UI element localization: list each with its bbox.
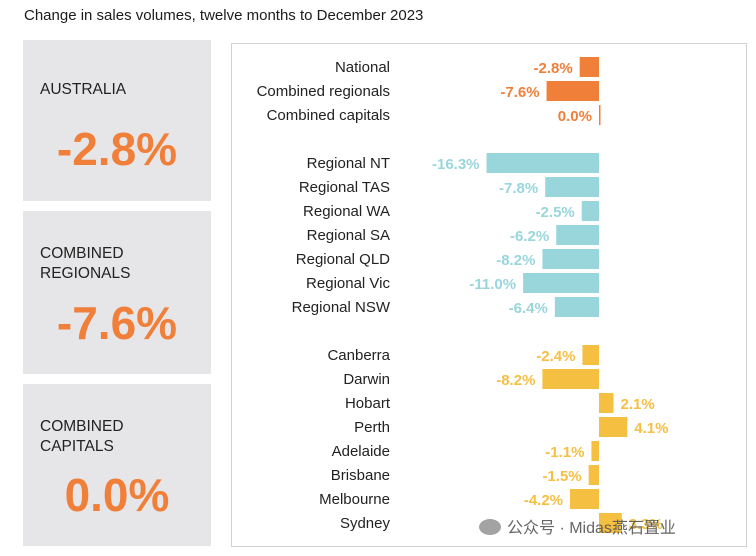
bar-national [579, 57, 599, 77]
bar-regional-wa [581, 201, 599, 221]
chart-panel [231, 43, 747, 547]
category-label-combined-regionals: Combined regionals [257, 83, 390, 100]
combined-regionals-card: COMBINED REGIONALS -7.6% [23, 211, 211, 374]
category-label-melbourne: Melbourne [319, 491, 390, 508]
bar-combined-regionals [546, 81, 599, 101]
data-label-perth: 4.1% [634, 420, 668, 437]
bar-canberra [582, 345, 599, 365]
category-label-regional-nt: Regional NT [307, 155, 390, 172]
data-label-regional-tas: -7.8% [499, 180, 538, 197]
data-label-melbourne: -4.2% [524, 492, 563, 509]
category-label-perth: Perth [354, 419, 390, 436]
data-label-regional-wa: -2.5% [536, 204, 575, 221]
watermark-text: 公众号 · Midas燕石置业 [507, 520, 676, 537]
category-label-regional-sa: Regional SA [307, 227, 390, 244]
bar-regional-qld [542, 249, 599, 269]
australia-label: AUSTRALIA [40, 81, 127, 98]
category-label-combined-capitals: Combined capitals [267, 107, 390, 124]
bar-perth [599, 417, 628, 437]
bar-regional-sa [556, 225, 599, 245]
australia-card: AUSTRALIA -2.8% [23, 40, 211, 201]
category-label-adelaide: Adelaide [332, 443, 390, 460]
data-label-brisbane: -1.5% [542, 468, 581, 485]
data-label-regional-vic: -11.0% [469, 276, 516, 293]
bar-adelaide [591, 441, 599, 461]
category-label-sydney: Sydney [340, 515, 391, 532]
combined-regionals-label: COMBINED REGIONALS [40, 245, 131, 282]
chart-title: Change in sales volumes, twelve months t… [24, 7, 424, 24]
bar-hobart [599, 393, 614, 413]
australia-value: -2.8% [56, 123, 178, 175]
bar-regional-tas [545, 177, 599, 197]
combined-capitals-value: 0.0% [64, 469, 170, 521]
bar-brisbane [588, 465, 599, 485]
data-label-regional-nsw: -6.4% [509, 300, 548, 317]
bar-combined-capitals [599, 105, 601, 125]
wechat-icon [479, 519, 501, 535]
combined-capitals-label: COMBINED CAPITALS [40, 418, 124, 455]
category-label-canberra: Canberra [327, 347, 390, 364]
category-label-national: National [335, 59, 390, 76]
combined-capitals-card: COMBINED CAPITALS 0.0% [23, 384, 211, 546]
category-label-regional-qld: Regional QLD [296, 251, 390, 268]
data-label-canberra: -2.4% [536, 348, 575, 365]
category-label-darwin: Darwin [343, 371, 390, 388]
bar-regional-vic [523, 273, 599, 293]
combined-regionals-value: -7.6% [56, 297, 178, 349]
bar-darwin [542, 369, 599, 389]
category-label-hobart: Hobart [345, 395, 391, 412]
watermark: 公众号 · Midas燕石置业 [479, 514, 676, 538]
data-label-regional-qld: -8.2% [496, 252, 535, 269]
data-label-regional-nt: -16.3% [432, 156, 480, 173]
bar-sydney [599, 513, 622, 533]
category-label-regional-vic: Regional Vic [306, 275, 390, 292]
category-label-regional-tas: Regional TAS [299, 179, 390, 196]
data-label-hobart: 2.1% [620, 396, 654, 413]
category-label-brisbane: Brisbane [331, 467, 390, 484]
data-label-combined-capitals: 0.0% [558, 108, 592, 125]
data-label-combined-regionals: -7.6% [500, 84, 539, 101]
data-label-sydney: 3.3% [629, 516, 663, 533]
bar-melbourne [570, 489, 599, 509]
data-label-national: -2.8% [533, 60, 572, 77]
data-label-regional-sa: -6.2% [510, 228, 549, 245]
category-label-regional-wa: Regional WA [303, 203, 390, 220]
data-label-darwin: -8.2% [496, 372, 535, 389]
bar-regional-nsw [554, 297, 599, 317]
category-label-regional-nsw: Regional NSW [292, 299, 391, 316]
bar-regional-nt [486, 153, 599, 173]
data-label-adelaide: -1.1% [545, 444, 584, 461]
